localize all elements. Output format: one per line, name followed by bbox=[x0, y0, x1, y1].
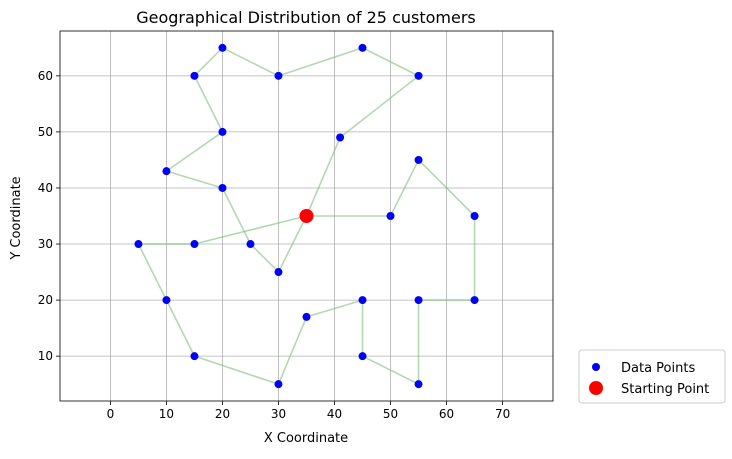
data-point bbox=[358, 352, 367, 361]
x-tick-label: 60 bbox=[439, 407, 454, 421]
data-point bbox=[414, 380, 423, 389]
legend-starting-point-marker bbox=[589, 381, 603, 395]
route-segment bbox=[221, 187, 252, 245]
x-axis-label: X Coordinate bbox=[264, 431, 348, 446]
legend-starting-point-label: Starting Point bbox=[621, 382, 709, 397]
x-tick-label: 50 bbox=[383, 407, 398, 421]
route-segment bbox=[362, 355, 419, 385]
data-point bbox=[302, 312, 311, 321]
y-tick-label: 20 bbox=[38, 293, 53, 307]
route-segment bbox=[339, 75, 420, 139]
data-point bbox=[218, 43, 227, 52]
data-point bbox=[358, 43, 367, 52]
route-segment bbox=[194, 355, 279, 385]
route-segment bbox=[417, 159, 476, 217]
route-segment bbox=[277, 316, 308, 385]
route-segment bbox=[278, 47, 363, 77]
y-tick-label: 60 bbox=[38, 69, 53, 83]
route-segment bbox=[166, 170, 223, 189]
data-point bbox=[218, 183, 227, 192]
y-tick-label: 50 bbox=[38, 125, 53, 139]
route-segment bbox=[277, 215, 308, 273]
y-tick-label: 40 bbox=[38, 181, 53, 195]
x-tick-label: 20 bbox=[215, 407, 230, 421]
legend-box bbox=[578, 349, 726, 404]
route-segment bbox=[306, 299, 363, 318]
plot-frame bbox=[59, 30, 554, 402]
route-segment bbox=[389, 159, 420, 217]
route-segment bbox=[165, 299, 196, 357]
route-segment bbox=[249, 243, 280, 273]
y-axis-label: Y Coordinate bbox=[9, 176, 24, 260]
chart-title: Geographical Distribution of 25 customer… bbox=[136, 8, 476, 27]
x-tick-label: 70 bbox=[495, 407, 510, 421]
x-tick-label: 10 bbox=[159, 407, 174, 421]
route-segment bbox=[362, 47, 419, 77]
route-segment bbox=[222, 47, 279, 77]
data-point bbox=[386, 212, 395, 220]
route-segment bbox=[193, 47, 224, 77]
data-point bbox=[162, 167, 171, 176]
y-tick-label: 10 bbox=[38, 349, 53, 363]
data-point bbox=[274, 380, 283, 389]
data-point bbox=[190, 352, 199, 361]
data-point bbox=[134, 240, 143, 249]
data-point bbox=[190, 240, 199, 249]
legend-data-points-marker bbox=[592, 363, 600, 371]
x-tick-label: 40 bbox=[327, 407, 342, 421]
data-point bbox=[162, 296, 171, 305]
data-point bbox=[274, 268, 283, 277]
x-tick-label: 0 bbox=[107, 407, 115, 421]
data-point bbox=[414, 71, 423, 80]
x-tick-label: 30 bbox=[271, 407, 286, 421]
route-segment bbox=[137, 243, 168, 301]
data-points bbox=[134, 43, 479, 389]
starting-point-group bbox=[299, 209, 314, 223]
route-segment bbox=[194, 215, 307, 245]
data-point bbox=[336, 133, 345, 142]
legend: Data Points Starting Point bbox=[578, 349, 726, 404]
route-lines bbox=[137, 47, 476, 385]
data-point bbox=[218, 127, 227, 136]
data-point bbox=[190, 71, 199, 80]
data-point bbox=[470, 212, 479, 220]
data-point bbox=[470, 296, 479, 305]
data-point bbox=[414, 155, 423, 164]
route-segment bbox=[305, 137, 341, 217]
starting-point bbox=[299, 209, 314, 223]
y-tick-label: 30 bbox=[38, 237, 53, 251]
data-point bbox=[246, 240, 255, 249]
axis-ticks: 0 10 20 30 40 50 60 70 10 20 30 40 50 60 bbox=[38, 69, 511, 421]
route-segment bbox=[165, 131, 223, 172]
legend-data-points-label: Data Points bbox=[621, 361, 695, 376]
route-segment bbox=[193, 75, 224, 133]
data-point bbox=[274, 71, 283, 80]
data-point bbox=[414, 296, 423, 305]
data-point bbox=[358, 296, 367, 305]
